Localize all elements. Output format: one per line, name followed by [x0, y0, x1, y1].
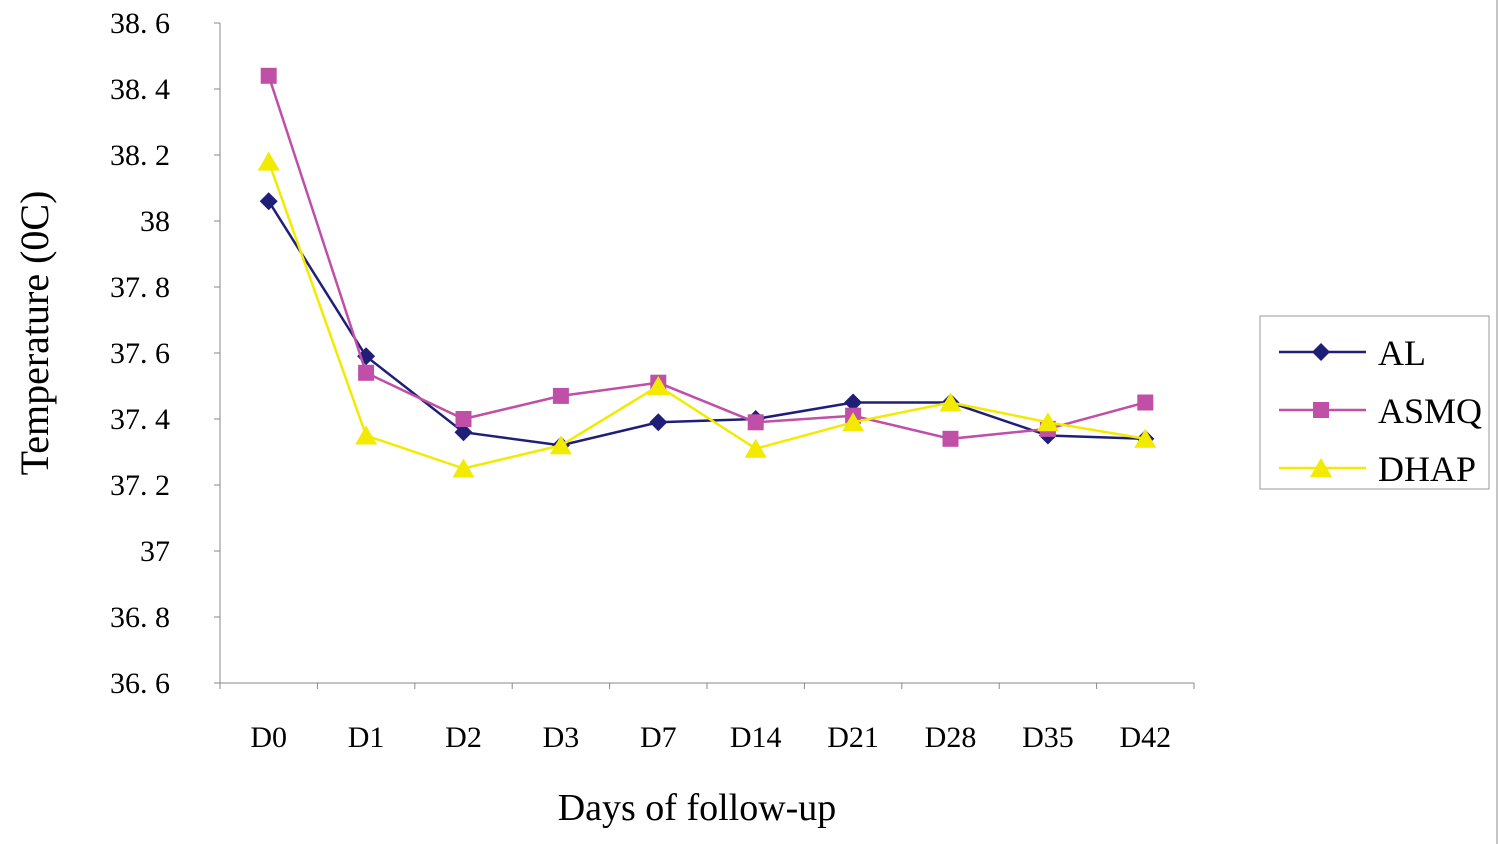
data-point-dhap [744, 438, 767, 458]
y-tick-label: 38. 2 [110, 139, 170, 172]
data-point-dhap [647, 376, 670, 395]
data-point-dhap [1036, 412, 1059, 432]
y-tick-label: 38. 6 [110, 7, 170, 40]
data-point-asmq [942, 430, 959, 447]
data-point-dhap [842, 412, 865, 432]
data-point-al [844, 393, 863, 412]
legend-label-al: AL [1378, 333, 1426, 373]
data-point-al [649, 413, 668, 432]
x-tick-label: D0 [250, 721, 287, 754]
data-point-asmq [1137, 394, 1154, 411]
data-point-dhap [452, 458, 475, 478]
x-tick-label: D3 [543, 721, 580, 754]
data-point-dhap [1134, 428, 1157, 448]
data-point-asmq [747, 414, 764, 431]
y-tick-label: 36. 8 [110, 601, 170, 634]
y-tick-label: 37 [140, 535, 170, 568]
y-tick-label: 37. 4 [110, 403, 170, 436]
data-point-asmq [260, 67, 277, 84]
y-tick-label: 36. 6 [110, 667, 170, 700]
x-tick-label: D2 [445, 721, 482, 754]
data-point-asmq [552, 387, 569, 404]
data-point-al [259, 192, 278, 211]
data-point-dhap [939, 392, 962, 412]
x-tick-label: D35 [1022, 721, 1074, 754]
x-tick-label: D28 [925, 721, 977, 754]
data-point-asmq [455, 411, 472, 427]
x-axis-title: Days of follow-up [558, 787, 837, 829]
legend-label-dhap: DHAP [1378, 449, 1476, 489]
x-tick-label: D1 [348, 721, 385, 754]
x-tick-label: D42 [1119, 721, 1171, 754]
data-point-dhap [549, 435, 572, 455]
data-point-al [454, 423, 473, 442]
x-tick-label: D14 [730, 721, 782, 754]
y-tick-label: 37. 6 [110, 337, 170, 370]
legend-marker-al [1312, 343, 1330, 361]
series-line-al [267, 200, 1146, 447]
y-tick-label: 37. 2 [110, 469, 170, 502]
legend-marker-dhap [1310, 458, 1332, 477]
data-point-dhap [257, 151, 280, 171]
x-tick-label: D21 [827, 721, 879, 754]
series-line-dhap [267, 161, 1146, 470]
y-tick-label: 38 [140, 205, 170, 238]
legend-label-asmq: ASMQ [1378, 391, 1482, 431]
y-tick-label: 38. 4 [110, 73, 170, 106]
series-line-asmq [267, 75, 1146, 441]
data-point-dhap [355, 425, 378, 445]
legend [1259, 315, 1490, 490]
data-point-asmq [358, 364, 375, 381]
y-axis-title: Temperature (0C) [12, 191, 57, 476]
legend-marker-asmq [1313, 402, 1329, 418]
x-tick-label: D7 [640, 721, 677, 754]
y-tick-label: 37. 8 [110, 271, 170, 304]
